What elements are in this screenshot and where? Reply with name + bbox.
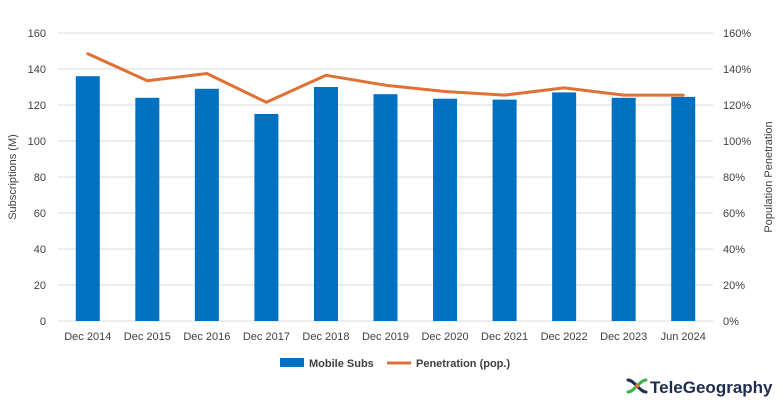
x-axis-tick-label: Dec 2017 [243,331,290,343]
right-axis-tick-label: 80% [723,172,745,184]
bar-mobile-subs [611,97,636,321]
left-axis-title: Subscriptions (M) [7,134,19,220]
x-axis-tick-label: Jun 2024 [661,331,706,343]
right-axis-tick-label: 140% [723,64,751,76]
right-axis-tick-label: 60% [723,208,745,220]
x-axis-tick-label: Dec 2015 [124,331,171,343]
bar-series-mobile-subs [75,76,696,322]
line-series-penetration [86,52,685,104]
bar-mobile-subs [492,99,517,321]
left-axis-tick-label: 160 [28,28,46,40]
legend-swatch-mobile-subs [280,358,304,367]
legend-label-penetration: Penetration (pop.) [416,358,510,370]
left-axis-ticks: 0 20 40 60 80 100 120 140 160 [28,28,46,328]
x-axis-tick-label: Dec 2019 [362,331,409,343]
x-axis-tick-label: Dec 2020 [421,331,468,343]
left-axis-tick-label: 40 [34,244,46,256]
penetration-line [86,52,685,104]
left-axis-tick-label: 0 [40,316,46,328]
x-axis-tick-label: Dec 2014 [64,331,111,343]
bar-mobile-subs [313,87,338,321]
bar-mobile-subs [135,97,160,321]
x-axis-tick-label: Dec 2021 [481,331,528,343]
right-axis-tick-label: 120% [723,100,751,112]
logo-wordmark: TeleGeography [650,378,773,397]
bar-mobile-subs [671,96,696,322]
right-axis-tick-label: 0% [723,316,739,328]
bar-mobile-subs [552,92,577,322]
x-axis-tick-label: Dec 2023 [600,331,647,343]
bar-mobile-subs [75,76,100,321]
left-axis-tick-label: 140 [28,64,46,76]
right-axis-tick-label: 160% [723,28,751,40]
left-axis-tick-label: 80 [34,172,46,184]
logo-mark-icon [626,378,648,394]
right-axis-ticks: 0% 20% 40% 60% 80% 100% 120% 140% 160% [723,28,751,328]
right-axis-tick-label: 40% [723,244,745,256]
right-axis-tick-label: 100% [723,136,751,148]
telegeography-logo: TeleGeography [626,378,773,397]
right-axis-title: Population Penetration [763,121,775,232]
bar-mobile-subs [194,88,219,321]
x-axis-ticks: Dec 2014 Dec 2015 Dec 2016 Dec 2017 Dec 2018… [64,331,706,343]
left-axis-tick-label: 60 [34,208,46,220]
bar-mobile-subs [433,98,458,321]
x-axis-tick-label: Dec 2016 [183,331,230,343]
left-axis-tick-label: 20 [34,280,46,292]
left-axis-tick-label: 120 [28,100,46,112]
legend: Mobile Subs Penetration (pop.) [280,358,510,370]
legend-label-mobile-subs: Mobile Subs [309,358,374,370]
left-axis-tick-label: 100 [28,136,46,148]
right-axis-tick-label: 20% [723,280,745,292]
bar-mobile-subs [373,94,398,321]
x-axis-tick-label: Dec 2018 [302,331,349,343]
x-axis-tick-label: Dec 2022 [541,331,588,343]
bar-mobile-subs [254,114,279,321]
